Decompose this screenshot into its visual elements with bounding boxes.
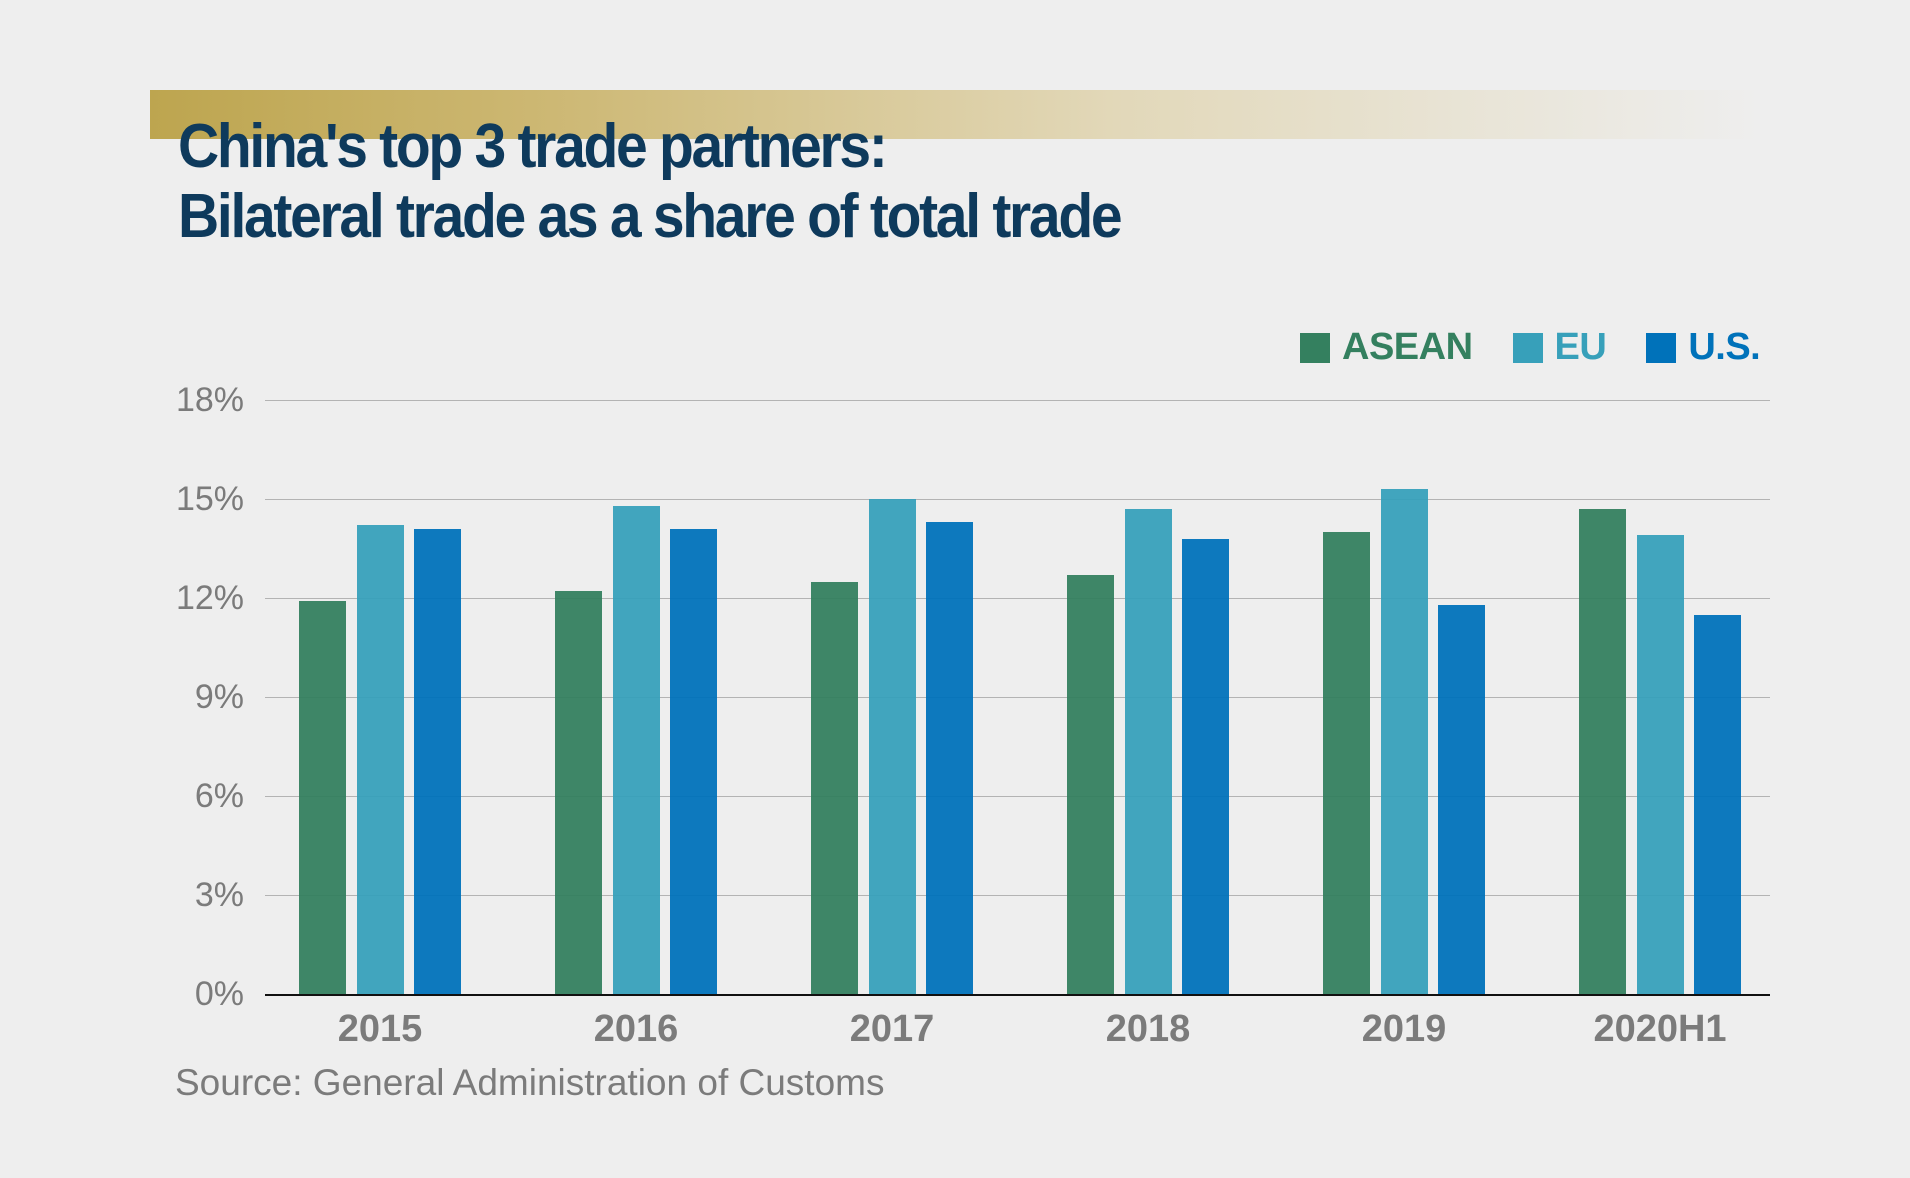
bar-eu-2020H1	[1636, 535, 1684, 994]
bar-asean-2020H1	[1579, 508, 1626, 994]
y-axis-tick-label: 12%	[175, 579, 244, 617]
legend-label: EU	[1554, 326, 1607, 368]
source-note: Source: General Administration of Custom…	[175, 1062, 885, 1103]
legend-item-asean: ASEAN	[1300, 326, 1473, 369]
x-axis-line	[265, 994, 1770, 996]
bar-eu-2019	[1380, 489, 1428, 994]
x-axis-tick-label: 2017	[849, 1008, 935, 1050]
gridline	[265, 697, 1770, 698]
bar-asean-2017	[811, 581, 858, 994]
legend-label: ASEAN	[1342, 326, 1473, 368]
bar-asean-2018	[1067, 574, 1114, 994]
bar-asean-2016	[555, 591, 602, 994]
gridline	[265, 499, 1770, 500]
gridline	[265, 598, 1770, 599]
gridline	[265, 895, 1770, 896]
bar-us-2019	[1438, 604, 1485, 994]
bar-eu-2016	[612, 505, 660, 994]
legend-swatch-icon	[1646, 332, 1677, 363]
bar-eu-2015	[356, 525, 404, 994]
y-axis-tick-label: 3%	[194, 876, 244, 914]
bar-eu-2018	[1124, 508, 1172, 994]
bar-us-2017	[926, 522, 973, 994]
bar-us-2020H1	[1694, 614, 1741, 994]
y-axis-tick-label: 9%	[194, 678, 244, 716]
bar-asean-2015	[299, 601, 346, 994]
gridline	[265, 796, 1770, 797]
legend-swatch-icon	[1512, 332, 1543, 363]
x-axis-tick-label: 2018	[1105, 1008, 1191, 1050]
y-axis-tick-label: 18%	[175, 381, 244, 419]
legend-label: U.S.	[1688, 326, 1761, 368]
bar-us-2018	[1182, 538, 1229, 994]
y-axis-tick-label: 0%	[194, 975, 244, 1013]
chart-title: China's top 3 trade partners: Bilateral …	[178, 112, 1123, 252]
title-accent-bar	[150, 90, 1760, 139]
chart-title-line2: Bilateral trade as a share of total trad…	[178, 182, 1123, 251]
x-axis-tick-label: 2020H1	[1593, 1008, 1727, 1050]
chart-title-line1: China's top 3 trade partners:	[178, 112, 888, 181]
gridline	[265, 400, 1770, 401]
bar-asean-2019	[1323, 532, 1370, 994]
y-axis-tick-label: 15%	[175, 480, 244, 518]
legend-item-us: U.S.	[1646, 326, 1761, 369]
x-axis-tick-label: 2016	[593, 1008, 679, 1050]
bar-eu-2017	[868, 499, 916, 994]
x-axis-tick-label: 2019	[1361, 1008, 1447, 1050]
legend-swatch-icon	[1300, 332, 1330, 363]
legend-item-eu: EU	[1512, 326, 1607, 369]
legend: ASEAN EU U.S.	[1300, 326, 1800, 369]
bar-us-2015	[414, 528, 461, 994]
y-axis-tick-label: 6%	[194, 777, 244, 815]
x-axis-tick-label: 2015	[337, 1008, 423, 1050]
bar-us-2016	[670, 528, 717, 994]
